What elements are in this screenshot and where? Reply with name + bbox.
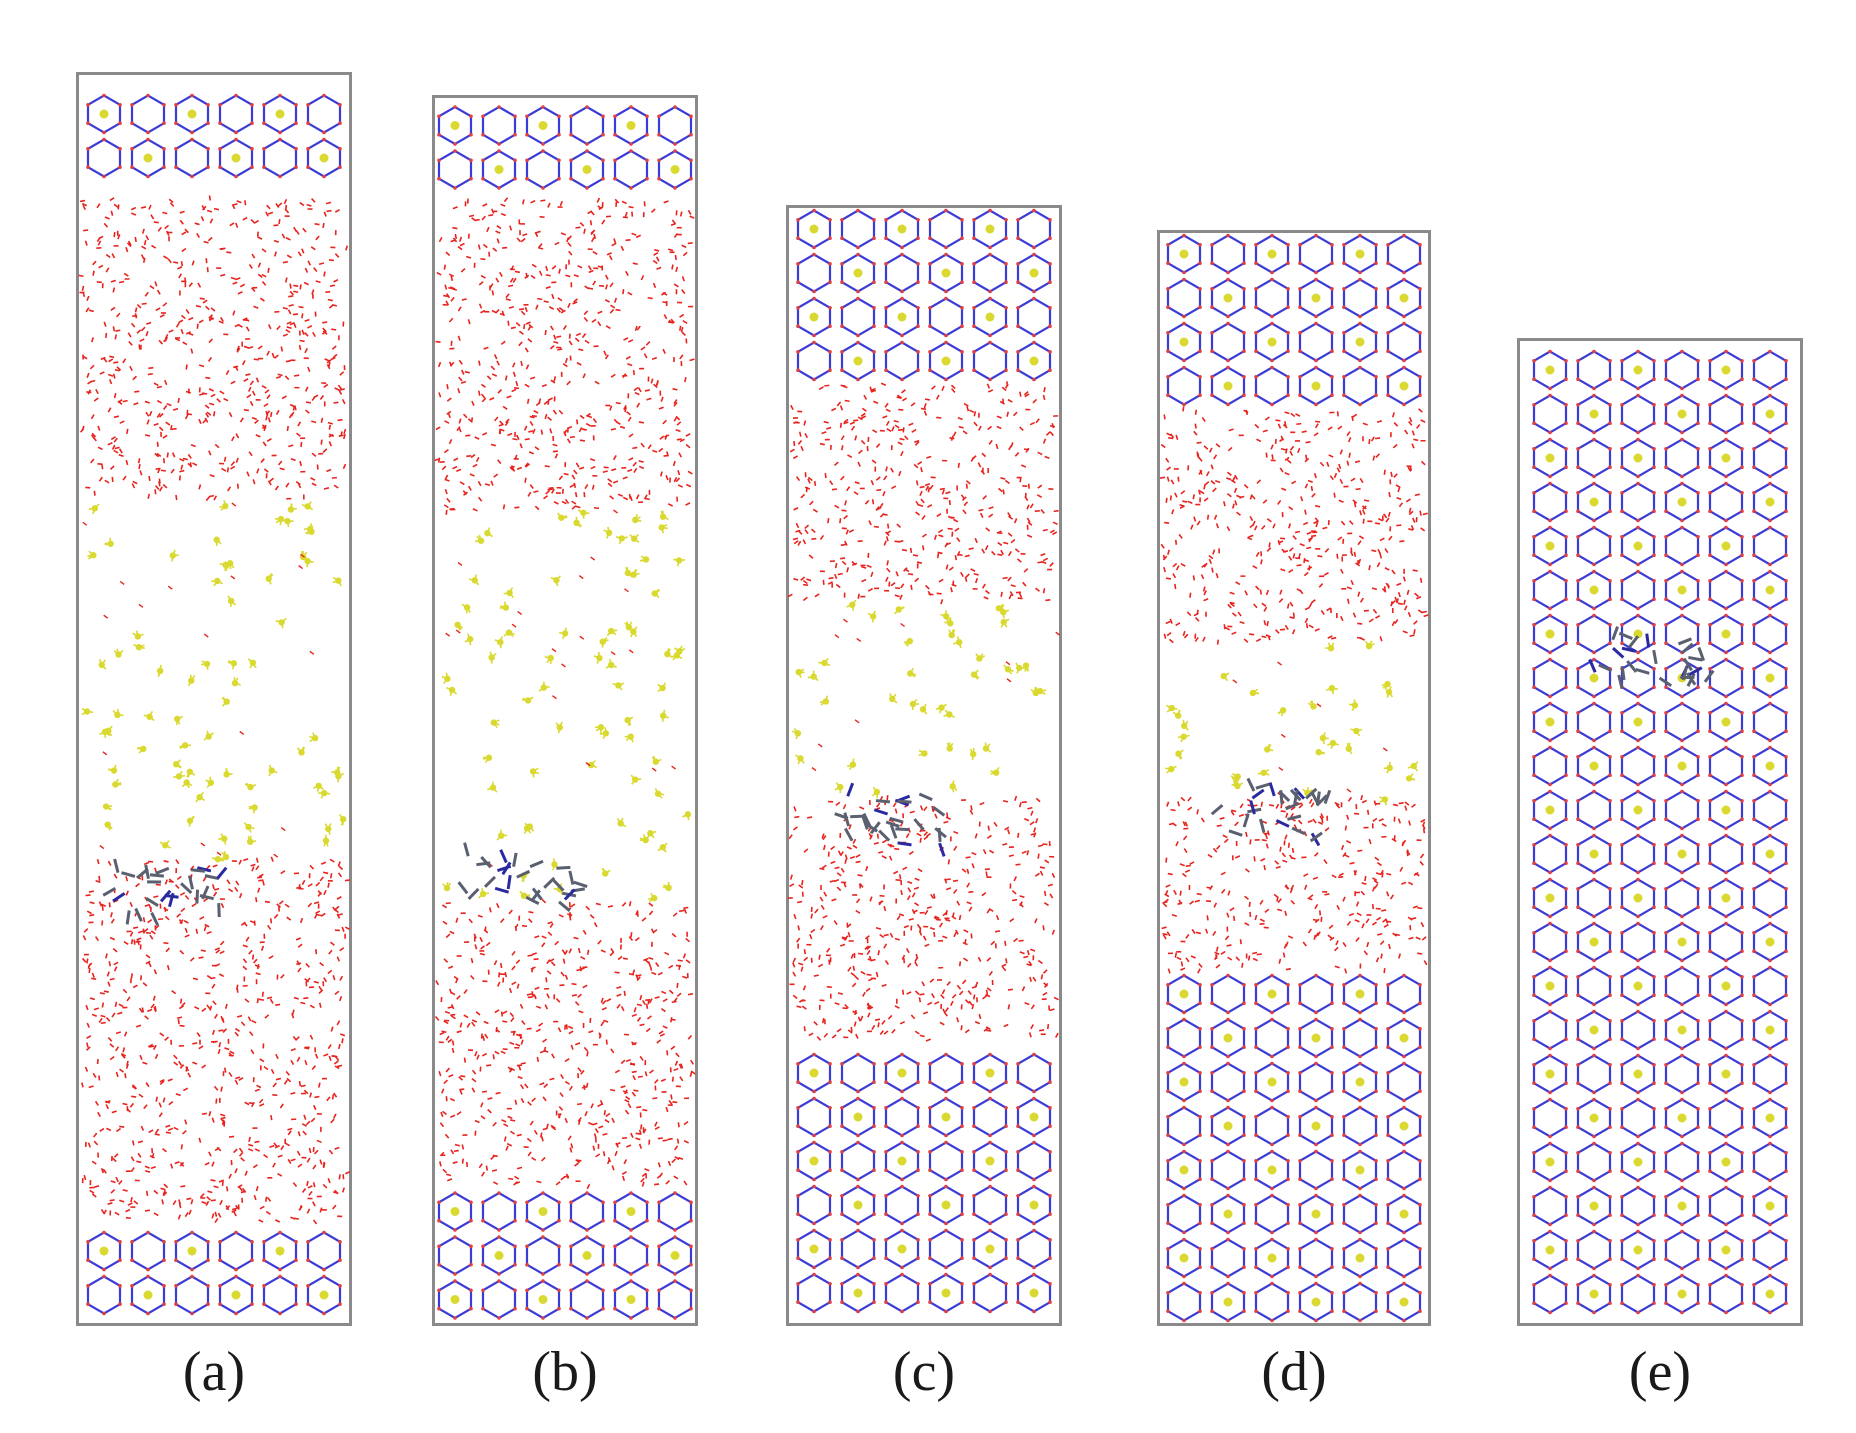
panel-c-molecules (787, 208, 1061, 1314)
panel-e-label: (e) (1628, 1341, 1692, 1403)
panel-e-molecules (1532, 349, 1788, 1315)
panel-b-molecules (434, 105, 696, 1320)
panel-c-frame (786, 205, 1062, 1326)
panel-d-label: (d) (1261, 1341, 1327, 1403)
panel-c-label: (c) (892, 1341, 956, 1403)
panel-a-frame (76, 72, 352, 1326)
panel-e-frame (1517, 338, 1803, 1326)
panel-a-label: (a) (182, 1341, 246, 1403)
panel-b-label: (b) (532, 1341, 598, 1403)
panel-a-molecules (78, 93, 351, 1316)
panel-d-molecules (1159, 233, 1429, 1323)
panel-d-frame (1157, 230, 1431, 1326)
